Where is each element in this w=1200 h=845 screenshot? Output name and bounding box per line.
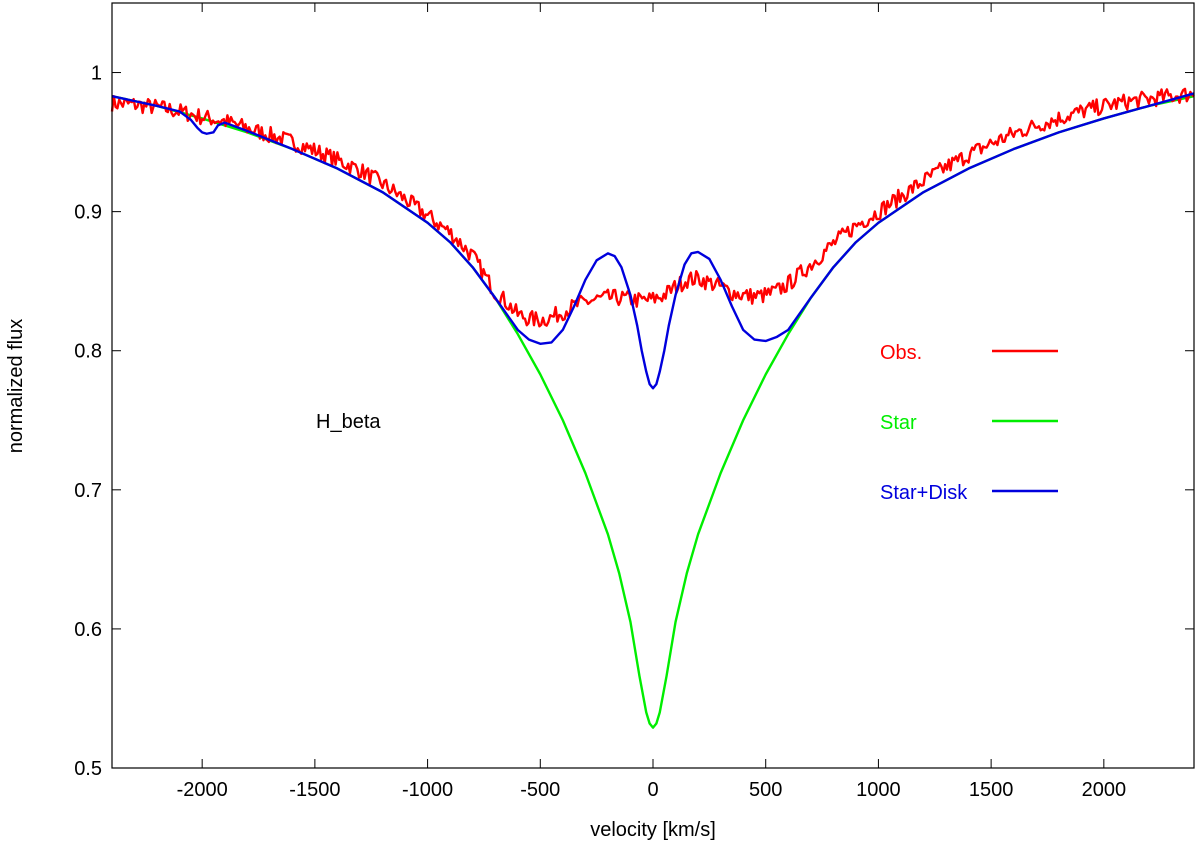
x-tick-label: 1500	[969, 779, 1014, 801]
axis-ticks	[112, 3, 1194, 769]
line-annotation: H_beta	[316, 411, 381, 433]
x-tick-label: 0	[647, 779, 658, 801]
x-tick-label: 2000	[1082, 779, 1127, 801]
series-lines	[110, 87, 1195, 729]
legend-label-star: Star	[880, 412, 917, 434]
x-tick-label: -1000	[402, 779, 453, 801]
x-tick-label: 1000	[856, 779, 901, 801]
legend: Obs. Star Star+Disk	[880, 342, 1058, 504]
legend-label-obs: Obs.	[880, 342, 922, 364]
y-tick-label: 0.6	[74, 619, 102, 641]
y-tick-label: 0.7	[74, 480, 102, 502]
y-tick-label: 0.9	[74, 202, 102, 224]
axis-tick-labels: -2000 -1500 -1000 -500 0 500 1000 1500 2000 0.5 0.…	[74, 63, 1126, 801]
x-tick-label: 500	[749, 779, 782, 801]
x-tick-label: -2000	[177, 779, 228, 801]
x-tick-label: -1500	[289, 779, 340, 801]
x-tick-label: -500	[520, 779, 560, 801]
y-tick-label: 0.5	[74, 758, 102, 780]
y-tick-label: 1	[91, 63, 102, 85]
y-axis-label: normalized flux	[5, 319, 27, 454]
plot-frame	[111, 2, 1195, 769]
y-tick-label: 0.8	[74, 341, 102, 363]
star-disk-model-line	[111, 92, 1195, 390]
legend-label-star-disk: Star+Disk	[880, 482, 968, 504]
obs-spectrum-line	[110, 87, 1195, 328]
x-axis-label: velocity [km/s]	[590, 819, 716, 841]
